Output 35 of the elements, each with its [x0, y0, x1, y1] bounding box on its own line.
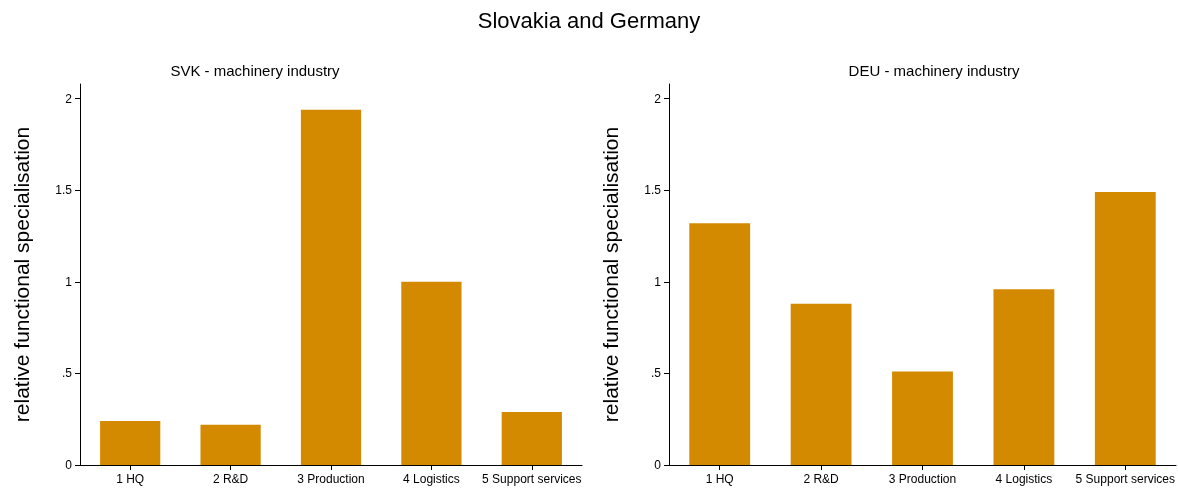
x-tick-label: 2 R&D	[803, 472, 840, 486]
y-axis-title: relative functional specialisation	[10, 126, 33, 423]
bar	[501, 411, 562, 465]
y-tick-label: .5	[61, 366, 73, 381]
y-axis-title: relative functional specialisation	[599, 126, 622, 423]
y-tick-label: 0	[654, 458, 662, 472]
y-tick-label: 0	[65, 458, 73, 472]
x-tick-label: 1 HQ	[705, 472, 734, 486]
bar	[1094, 192, 1156, 465]
x-tick-label: 4 Logistics	[403, 472, 460, 486]
chart-subtitle: DEU - machinery industry	[848, 62, 1020, 79]
y-tick-label: 1.5	[55, 183, 73, 198]
x-tick-label: 4 Logistics	[995, 472, 1053, 486]
x-tick-label: 1 HQ	[116, 472, 145, 486]
x-tick-label: 3 Production	[888, 472, 957, 486]
y-tick-label: 2	[654, 91, 662, 106]
y-tick-label: 1	[65, 274, 73, 289]
x-tick-label: 3 Production	[297, 472, 365, 486]
x-tick-label: 5 Support services	[1075, 472, 1175, 486]
bar	[689, 223, 751, 465]
bar	[300, 109, 362, 465]
bar	[892, 371, 953, 465]
bar	[790, 303, 852, 465]
y-tick-label: 2	[65, 91, 73, 106]
x-tick-label: 2 R&D	[212, 472, 249, 486]
bar	[993, 289, 1055, 465]
y-tick-label: 1	[654, 274, 662, 289]
chart-title: Slovakia and Germany	[476, 8, 702, 34]
y-tick-label: 1.5	[644, 183, 662, 198]
y-tick-label: .5	[650, 366, 662, 381]
x-tick-label: 5 Support services	[482, 472, 582, 486]
bar	[100, 421, 161, 465]
chart-subtitle: SVK - machinery industry	[170, 62, 341, 79]
bar	[401, 281, 462, 465]
bar	[200, 424, 261, 465]
